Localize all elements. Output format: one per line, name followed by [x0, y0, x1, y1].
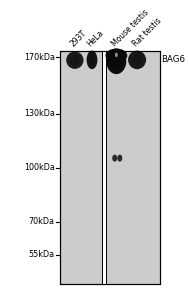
Text: 130kDa: 130kDa: [24, 110, 55, 118]
Ellipse shape: [66, 51, 84, 69]
Text: 170kDa: 170kDa: [24, 53, 55, 62]
Text: 70kDa: 70kDa: [29, 217, 55, 226]
Ellipse shape: [110, 53, 123, 70]
Text: 100kDa: 100kDa: [24, 163, 55, 172]
Ellipse shape: [128, 51, 146, 69]
Ellipse shape: [132, 54, 143, 65]
Text: BAG6: BAG6: [161, 55, 185, 64]
Bar: [60, 51, 160, 284]
Bar: [102, 51, 105, 284]
Text: HeLa: HeLa: [86, 28, 106, 49]
Text: Rat testis: Rat testis: [131, 16, 163, 49]
Text: Mouse testis: Mouse testis: [110, 8, 150, 49]
Ellipse shape: [115, 53, 118, 57]
Ellipse shape: [89, 54, 95, 65]
Ellipse shape: [70, 55, 80, 65]
Ellipse shape: [106, 49, 126, 74]
Text: 55kDa: 55kDa: [29, 250, 55, 260]
Ellipse shape: [112, 154, 117, 162]
Ellipse shape: [87, 51, 97, 69]
Text: 293T: 293T: [68, 29, 88, 49]
Ellipse shape: [117, 154, 122, 162]
Ellipse shape: [105, 49, 127, 63]
